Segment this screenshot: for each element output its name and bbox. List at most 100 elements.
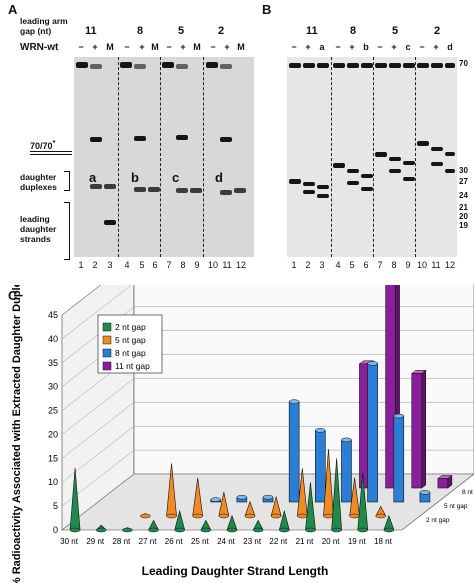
sign-lane-2: + bbox=[92, 42, 98, 52]
b-gap-value-8: 8 bbox=[350, 25, 357, 37]
size-marker-70: 70 bbox=[459, 59, 468, 68]
band bbox=[90, 64, 102, 69]
band bbox=[90, 184, 102, 189]
chart-cylinder bbox=[367, 363, 378, 503]
chart-cone-base bbox=[148, 527, 159, 533]
b-sign-lane-1: − bbox=[291, 42, 297, 52]
x-tick-label: 21 nt bbox=[296, 537, 315, 546]
chart-box-side bbox=[447, 474, 453, 489]
label-leading-strands: leading daughter strands bbox=[20, 214, 56, 244]
depth-axis-label: 8 nt gap bbox=[462, 489, 474, 496]
b-sign-lane-2: + bbox=[305, 42, 311, 52]
lane-number: 1 bbox=[291, 260, 297, 270]
b-gap-value-2: 2 bbox=[434, 25, 441, 37]
band bbox=[403, 63, 415, 68]
band bbox=[317, 194, 329, 198]
band bbox=[417, 63, 429, 68]
chart-cylinder bbox=[393, 415, 405, 503]
x-axis-title: Leading Daughter Strand Length bbox=[142, 564, 329, 578]
panel-b-lane-numbers: 1 2 3 4 5 6 7 8 9 10 11 12 bbox=[287, 260, 457, 272]
depth-axis-label: 2 nt gap bbox=[426, 517, 450, 524]
lane-separator bbox=[160, 57, 161, 257]
gridline bbox=[61, 426, 135, 483]
legend-label: 5 nt gap bbox=[115, 335, 146, 345]
band bbox=[303, 182, 315, 186]
y-tick-label: 5 bbox=[53, 501, 58, 511]
panel-a-sign-row: − + M − + M − + M − + M bbox=[74, 42, 254, 56]
band bbox=[162, 62, 174, 68]
sign-lane-7: − bbox=[166, 42, 172, 52]
gridline bbox=[61, 285, 132, 340]
label-leading-strands-line3: strands bbox=[20, 234, 51, 244]
sign-lane-12: M bbox=[237, 42, 245, 52]
chart-cone-base bbox=[383, 527, 395, 533]
band bbox=[333, 63, 345, 68]
band bbox=[90, 137, 102, 142]
sign-lane-3: M bbox=[106, 42, 114, 52]
chart-cone-base bbox=[95, 527, 107, 533]
band bbox=[389, 169, 401, 173]
x-tick-label: 30 nt bbox=[60, 537, 79, 546]
band bbox=[347, 181, 359, 185]
band bbox=[361, 174, 373, 178]
b-sign-lane-11: + bbox=[433, 42, 439, 52]
chart-cylinder bbox=[341, 439, 352, 503]
band bbox=[417, 141, 429, 146]
lane-separator bbox=[415, 57, 416, 257]
x-tick-label: 18 nt bbox=[374, 537, 393, 546]
lane-number: 6 bbox=[152, 260, 158, 270]
x-tick-label: 23 nt bbox=[243, 537, 262, 546]
band bbox=[347, 63, 359, 68]
chart-cylinder bbox=[288, 401, 300, 503]
band bbox=[120, 62, 132, 68]
chart-cone-base bbox=[226, 527, 238, 533]
lane-number: 8 bbox=[391, 260, 397, 270]
chart-cylinder-top bbox=[341, 437, 352, 443]
band bbox=[375, 152, 387, 157]
sign-lane-9: M bbox=[193, 42, 201, 52]
band bbox=[347, 169, 359, 173]
gap-value-11: 11 bbox=[85, 25, 97, 37]
label-leading-strands-line1: leading bbox=[20, 214, 50, 224]
band bbox=[431, 147, 443, 151]
legend-swatch bbox=[102, 335, 112, 345]
gel-panel-a bbox=[74, 57, 254, 257]
band bbox=[431, 63, 443, 68]
chart-cone-base bbox=[218, 513, 230, 519]
gap-value-8: 8 bbox=[137, 25, 144, 37]
band bbox=[104, 220, 116, 225]
chart-cone-base bbox=[305, 527, 316, 533]
x-tick-label: 27 nt bbox=[139, 537, 158, 546]
lane-number: 6 bbox=[363, 260, 369, 270]
chart-cone-base bbox=[174, 527, 185, 533]
legend-label: 11 nt gap bbox=[115, 361, 150, 371]
band bbox=[289, 63, 301, 68]
b-sign-lane-12: d bbox=[447, 42, 453, 52]
y-tick-label: 35 bbox=[48, 358, 58, 368]
chart-cone-base bbox=[323, 513, 334, 519]
lane-separator bbox=[331, 57, 332, 257]
y-tick-label: 0 bbox=[53, 525, 58, 535]
x-tick-label: 26 nt bbox=[165, 537, 184, 546]
gap-label-line2: gap (nt) bbox=[20, 26, 52, 36]
label-7070-pointer bbox=[30, 154, 72, 155]
chart-legend: 2 nt gap 5 nt gap 8 nt gap 11 nt gap bbox=[97, 314, 163, 374]
band bbox=[389, 157, 401, 161]
legend-label: 2 nt gap bbox=[115, 322, 146, 332]
band-letter-c: c bbox=[172, 170, 180, 185]
band bbox=[104, 184, 116, 189]
bracket-daughter-duplexes bbox=[64, 171, 70, 191]
chart-box-side bbox=[421, 369, 427, 489]
band bbox=[303, 63, 315, 68]
label-daughter-duplexes-line1: daughter bbox=[20, 172, 57, 182]
y-tick-label: 40 bbox=[48, 334, 58, 344]
panel-a-lane-numbers: 1 2 3 4 5 6 7 8 9 10 11 12 bbox=[74, 260, 254, 272]
chart-cone-base bbox=[331, 527, 342, 533]
x-tick-label: 22 nt bbox=[269, 537, 288, 546]
lane-number: 4 bbox=[124, 260, 130, 270]
chart-cone-base bbox=[140, 513, 151, 519]
label-7070-mark: * bbox=[52, 138, 56, 147]
gridline bbox=[61, 285, 101, 316]
lane-number: 4 bbox=[335, 260, 341, 270]
band bbox=[190, 188, 202, 193]
